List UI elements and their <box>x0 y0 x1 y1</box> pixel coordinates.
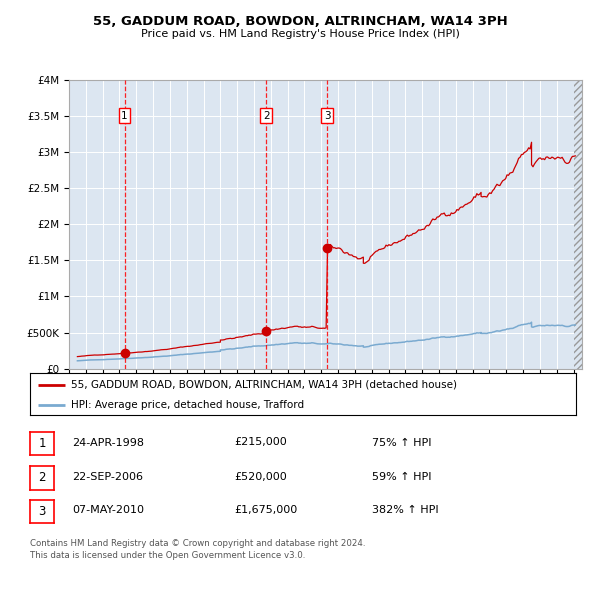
Text: Contains HM Land Registry data © Crown copyright and database right 2024.: Contains HM Land Registry data © Crown c… <box>30 539 365 548</box>
Text: £520,000: £520,000 <box>234 472 287 481</box>
Text: 55, GADDUM ROAD, BOWDON, ALTRINCHAM, WA14 3PH: 55, GADDUM ROAD, BOWDON, ALTRINCHAM, WA1… <box>92 15 508 28</box>
Text: £215,000: £215,000 <box>234 438 287 447</box>
Text: £1,675,000: £1,675,000 <box>234 506 297 515</box>
Text: 1: 1 <box>38 437 46 450</box>
Text: 382% ↑ HPI: 382% ↑ HPI <box>372 506 439 515</box>
Text: 07-MAY-2010: 07-MAY-2010 <box>72 506 144 515</box>
Text: 2: 2 <box>263 111 269 121</box>
Text: Price paid vs. HM Land Registry's House Price Index (HPI): Price paid vs. HM Land Registry's House … <box>140 29 460 39</box>
Text: HPI: Average price, detached house, Trafford: HPI: Average price, detached house, Traf… <box>71 400 304 409</box>
Text: 24-APR-1998: 24-APR-1998 <box>72 438 144 447</box>
Text: 55, GADDUM ROAD, BOWDON, ALTRINCHAM, WA14 3PH (detached house): 55, GADDUM ROAD, BOWDON, ALTRINCHAM, WA1… <box>71 380 457 390</box>
Text: 3: 3 <box>38 505 46 518</box>
Text: This data is licensed under the Open Government Licence v3.0.: This data is licensed under the Open Gov… <box>30 552 305 560</box>
Text: 22-SEP-2006: 22-SEP-2006 <box>72 472 143 481</box>
Text: 3: 3 <box>324 111 331 121</box>
Bar <box>574 80 590 369</box>
Text: 1: 1 <box>121 111 128 121</box>
Text: 59% ↑ HPI: 59% ↑ HPI <box>372 472 431 481</box>
Text: 2: 2 <box>38 471 46 484</box>
Text: 75% ↑ HPI: 75% ↑ HPI <box>372 438 431 447</box>
